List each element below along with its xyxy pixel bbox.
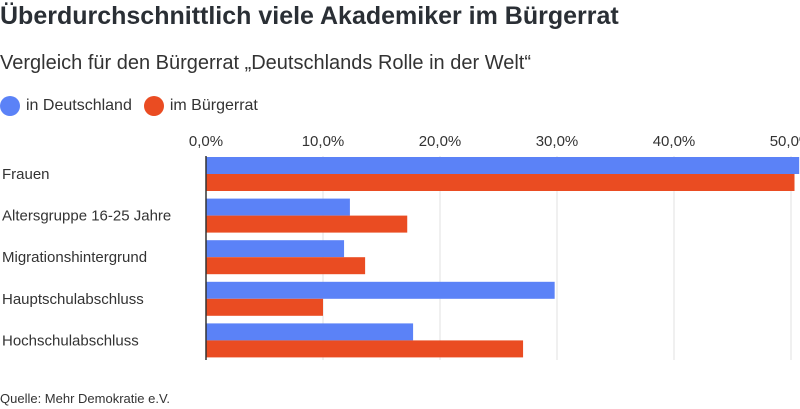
x-tick-label: 20,0% bbox=[419, 133, 462, 150]
x-tick-label: 0,0% bbox=[189, 133, 223, 150]
bar-deutschland bbox=[206, 157, 800, 174]
chart-title: Überdurchschnittlich viele Akademiker im… bbox=[0, 2, 619, 30]
legend: in Deutschland im Bürgerrat bbox=[0, 95, 270, 117]
bar-deutschland bbox=[206, 198, 350, 216]
category-label: Hochschulabschluss bbox=[2, 332, 139, 349]
bar-deutschland bbox=[206, 240, 345, 258]
x-tick-label: 50,0% bbox=[770, 133, 800, 150]
legend-label-deutschland: in Deutschland bbox=[26, 97, 132, 114]
category-label: Hauptschulabschluss bbox=[2, 291, 144, 308]
legend-item-deutschland: in Deutschland bbox=[0, 96, 132, 116]
source-note: Quelle: Mehr Demokratie e.V. bbox=[0, 391, 171, 406]
chart-subtitle: Vergleich für den Bürgerrat „Deutschland… bbox=[0, 52, 531, 74]
bar-deutschland bbox=[206, 323, 414, 341]
x-tick-label: 30,0% bbox=[536, 133, 579, 150]
category-label: Migrationshintergrund bbox=[2, 249, 147, 266]
bar-deutschland bbox=[206, 281, 555, 299]
bar-buergerrat bbox=[206, 174, 795, 191]
x-tick-label: 10,0% bbox=[302, 133, 345, 150]
legend-item-buergerrat: im Bürgerrat bbox=[143, 96, 258, 116]
bar-buergerrat bbox=[206, 340, 524, 358]
legend-label-buergerrat: im Bürgerrat bbox=[169, 97, 258, 114]
category-label: Altersgruppe 16-25 Jahre bbox=[2, 208, 171, 225]
legend-swatch-deutschland bbox=[0, 96, 20, 116]
legend-swatch-buergerrat bbox=[143, 96, 164, 116]
bar-buergerrat bbox=[206, 257, 366, 275]
bar-buergerrat bbox=[206, 215, 408, 233]
bar-buergerrat bbox=[206, 298, 323, 316]
x-tick-label: 40,0% bbox=[653, 133, 696, 150]
category-label: Frauen bbox=[2, 166, 50, 183]
